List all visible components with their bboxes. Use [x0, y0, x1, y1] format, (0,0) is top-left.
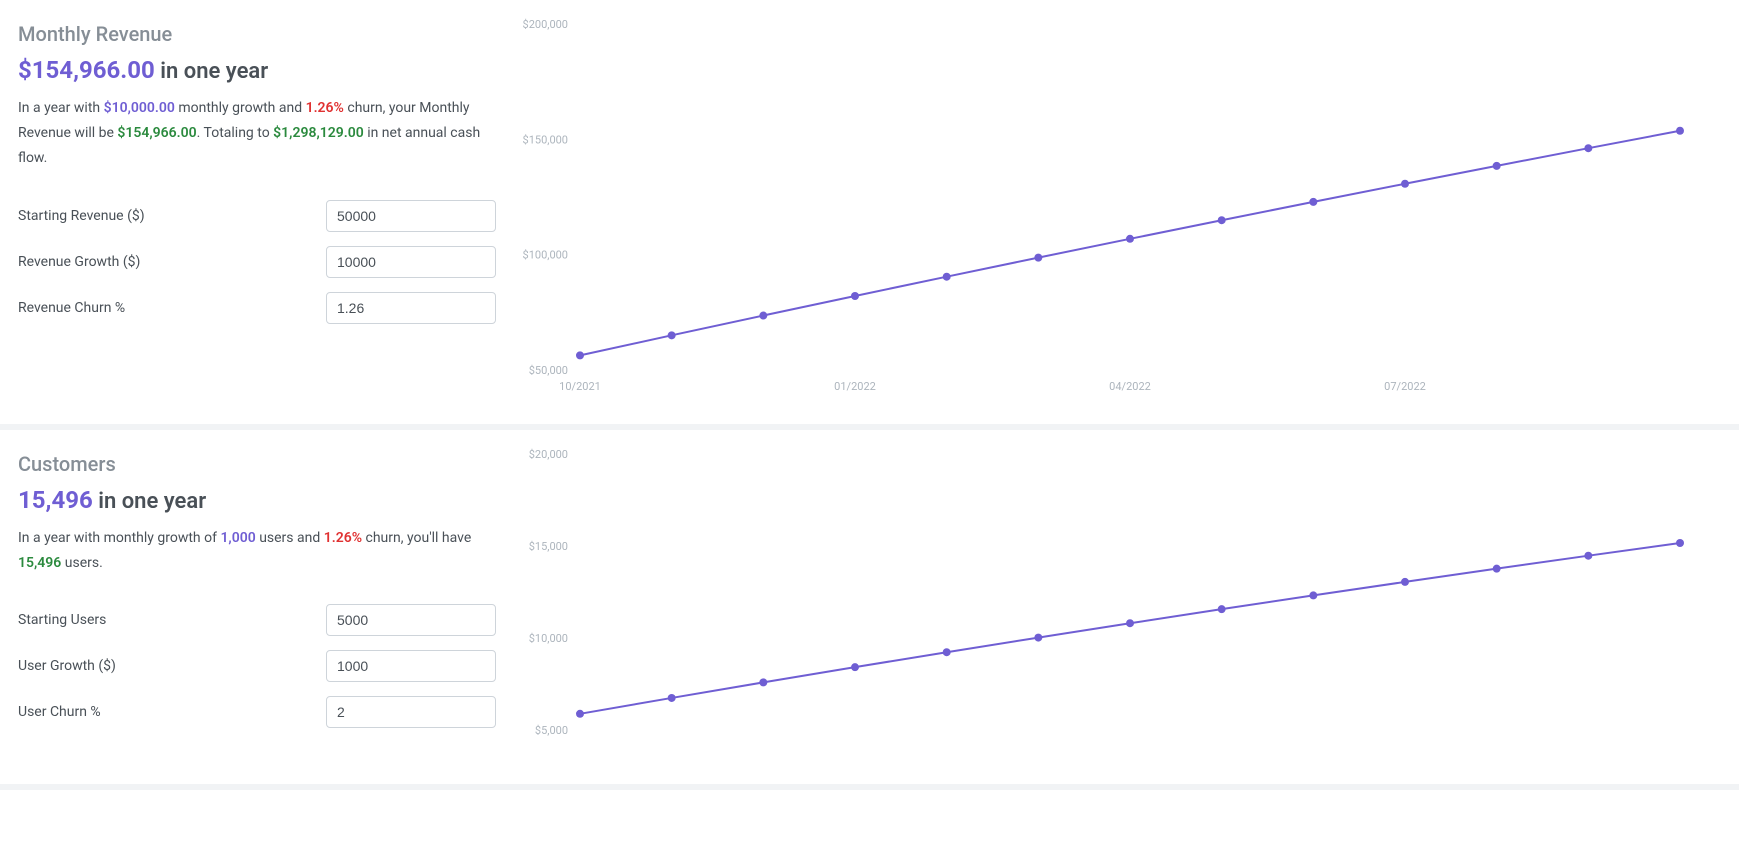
revenue-title: Monthly Revenue: [18, 22, 496, 46]
revenue-growth-highlight: $10,000.00: [104, 100, 175, 116]
revenue-headline: $154,966.00 in one year: [18, 56, 496, 84]
chart-line: [580, 131, 1680, 356]
revenue-headline-value: $154,966.00: [18, 56, 155, 84]
chart-point: [576, 351, 584, 359]
y-tick-label: $5,000: [535, 724, 568, 737]
customers-headline-suffix: in one year: [98, 489, 206, 514]
user-growth-row: User Growth ($): [18, 650, 496, 682]
revenue-description: In a year with $10,000.00 monthly growth…: [18, 96, 496, 172]
revenue-chart-container: $50,000 $100,000 $150,000 $200,000 10/2021 01…: [520, 18, 1739, 398]
customers-chart-container: $5,000 $10,000 $15,000 $20,000: [520, 448, 1739, 758]
customers-title: Customers: [18, 452, 496, 476]
y-tick-label: $200,000: [523, 18, 568, 31]
revenue-growth-row: Revenue Growth ($): [18, 246, 496, 278]
y-tick-label: $20,000: [529, 448, 568, 461]
revenue-result-highlight: $154,966.00: [117, 125, 196, 141]
customers-headline: 15,496 in one year: [18, 486, 496, 514]
starting-users-input[interactable]: [326, 604, 496, 636]
chart-point: [943, 273, 951, 281]
revenue-left: Monthly Revenue $154,966.00 in one year …: [0, 18, 520, 398]
y-tick-label: $100,000: [523, 249, 568, 262]
chart-point: [1584, 144, 1592, 152]
customers-result-highlight: 15,496: [18, 555, 61, 571]
y-tick-label: $50,000: [529, 364, 568, 377]
x-tick-label: 10/2021: [559, 380, 601, 393]
starting-revenue-label: Starting Revenue ($): [18, 208, 326, 224]
user-churn-label: User Churn %: [18, 704, 326, 720]
chart-point: [1676, 539, 1684, 547]
y-tick-label: $10,000: [529, 632, 568, 645]
customers-description: In a year with monthly growth of 1,000 u…: [18, 526, 496, 576]
user-churn-input[interactable]: [326, 696, 496, 728]
customers-churn-highlight: 1.26%: [324, 530, 362, 546]
chart-point: [1493, 162, 1501, 170]
revenue-headline-suffix: in one year: [160, 59, 268, 84]
y-tick-label: $15,000: [529, 540, 568, 553]
chart-point: [1126, 235, 1134, 243]
revenue-churn-row: Revenue Churn %: [18, 292, 496, 324]
chart-point: [1218, 216, 1226, 224]
revenue-panel: Monthly Revenue $154,966.00 in one year …: [0, 0, 1739, 430]
revenue-churn-input[interactable]: [326, 292, 496, 324]
starting-users-row: Starting Users: [18, 604, 496, 636]
chart-point: [1126, 619, 1134, 627]
customers-chart: $5,000 $10,000 $15,000 $20,000: [520, 448, 1700, 758]
chart-point: [1218, 605, 1226, 613]
starting-revenue-row: Starting Revenue ($): [18, 200, 496, 232]
chart-point: [1034, 634, 1042, 642]
revenue-churn-label: Revenue Churn %: [18, 300, 326, 316]
chart-point: [851, 292, 859, 300]
chart-point: [576, 710, 584, 718]
x-tick-label: 04/2022: [1109, 380, 1151, 393]
user-growth-input[interactable]: [326, 650, 496, 682]
x-tick-label: 07/2022: [1384, 380, 1426, 393]
revenue-total-highlight: $1,298,129.00: [273, 125, 364, 141]
chart-point: [668, 331, 676, 339]
customers-left: Customers 15,496 in one year In a year w…: [0, 448, 520, 758]
revenue-growth-label: Revenue Growth ($): [18, 254, 326, 270]
chart-point: [1676, 127, 1684, 135]
user-churn-row: User Churn %: [18, 696, 496, 728]
chart-point: [1584, 552, 1592, 560]
chart-point: [1401, 180, 1409, 188]
revenue-chart: $50,000 $100,000 $150,000 $200,000 10/2021 01…: [520, 18, 1700, 398]
chart-point: [1309, 198, 1317, 206]
chart-point: [851, 663, 859, 671]
chart-point: [668, 694, 676, 702]
customers-headline-value: 15,496: [18, 486, 93, 514]
x-tick-label: 01/2022: [834, 380, 876, 393]
user-growth-label: User Growth ($): [18, 658, 326, 674]
starting-revenue-input[interactable]: [326, 200, 496, 232]
chart-line: [580, 543, 1680, 714]
chart-point: [1493, 565, 1501, 573]
customers-panel: Customers 15,496 in one year In a year w…: [0, 430, 1739, 790]
customers-growth-highlight: 1,000: [220, 530, 255, 546]
chart-point: [759, 312, 767, 320]
chart-point: [1401, 578, 1409, 586]
starting-users-label: Starting Users: [18, 612, 326, 628]
y-tick-label: $150,000: [523, 133, 568, 146]
chart-point: [1309, 591, 1317, 599]
chart-point: [1034, 254, 1042, 262]
chart-point: [943, 648, 951, 656]
revenue-growth-input[interactable]: [326, 246, 496, 278]
chart-point: [759, 678, 767, 686]
revenue-churn-highlight: 1.26%: [306, 100, 344, 116]
